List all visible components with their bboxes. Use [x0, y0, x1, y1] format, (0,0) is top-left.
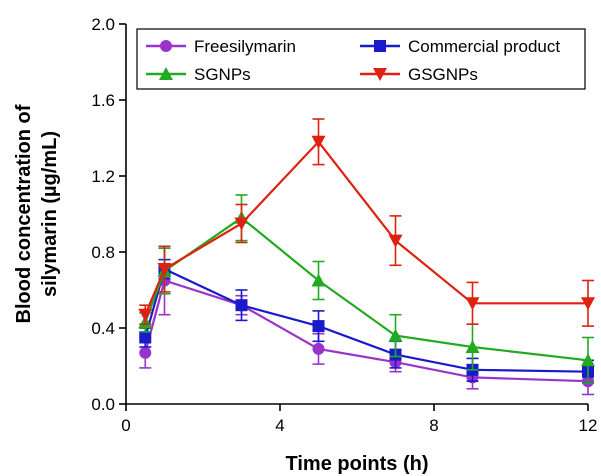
data-point [138, 308, 153, 322]
plot-area [125, 24, 588, 405]
data-point [139, 331, 152, 344]
series-line [144, 140, 588, 316]
data-point [157, 263, 172, 277]
x-tick-label: 4 [275, 416, 284, 435]
x-tick-label: 12 [579, 416, 598, 435]
legend-label: Commercial product [408, 37, 560, 56]
legend-marker [373, 68, 387, 81]
data-point [312, 342, 325, 355]
y-axis-ticks: 0.0 0.4 0.8 1.2 1.6 2.0 [91, 15, 126, 414]
data-point [311, 273, 326, 287]
legend-label: GSGNPs [408, 65, 478, 84]
series-freesilymarin [139, 245, 594, 396]
series-gsgnps [138, 118, 595, 327]
data-point [311, 135, 326, 149]
data-point [581, 353, 595, 367]
y-axis-title-line-1: Blood concentration of [13, 104, 35, 323]
legend-marker [160, 40, 172, 52]
data-point [312, 320, 325, 333]
data-point [465, 297, 480, 311]
data-point [388, 234, 403, 248]
legend-item: Freesilymarin [146, 37, 296, 56]
y-tick-label: 0.8 [91, 243, 115, 262]
y-tick-label: 0.4 [91, 319, 115, 338]
legend: Freesilymarin Commercial product SGNPs GSGN… [136, 28, 586, 90]
data-point [234, 217, 249, 231]
legend-label: Freesilymarin [194, 37, 296, 56]
series-layer [138, 118, 595, 396]
data-point [235, 299, 248, 312]
legend-label: SGNPs [194, 65, 251, 84]
series-line [144, 216, 589, 362]
x-axis-ticks: 0 4 8 12 [121, 404, 597, 435]
legend-marker [159, 67, 173, 80]
legend-item: Commercial product [360, 37, 560, 56]
y-tick-label: 2.0 [91, 15, 115, 34]
x-tick-label: 8 [429, 416, 438, 435]
x-axis-title: Time points (h) [286, 453, 429, 475]
data-point [139, 346, 152, 359]
y-tick-label: 0.0 [91, 395, 115, 414]
legend-item: SGNPs [146, 65, 251, 84]
data-point [465, 340, 480, 353]
legend-item: GSGNPs [360, 65, 478, 84]
data-point [581, 297, 595, 311]
legend-box [136, 28, 586, 90]
y-axis-title-line-2: silymarin (µg/mL) [39, 131, 61, 297]
legend-marker [374, 40, 386, 52]
y-tick-label: 1.6 [91, 91, 115, 110]
series-line [144, 279, 589, 383]
x-tick-label: 0 [121, 416, 130, 435]
data-point [388, 328, 403, 342]
series-commercial-product [139, 258, 594, 384]
y-tick-label: 1.2 [91, 167, 115, 186]
